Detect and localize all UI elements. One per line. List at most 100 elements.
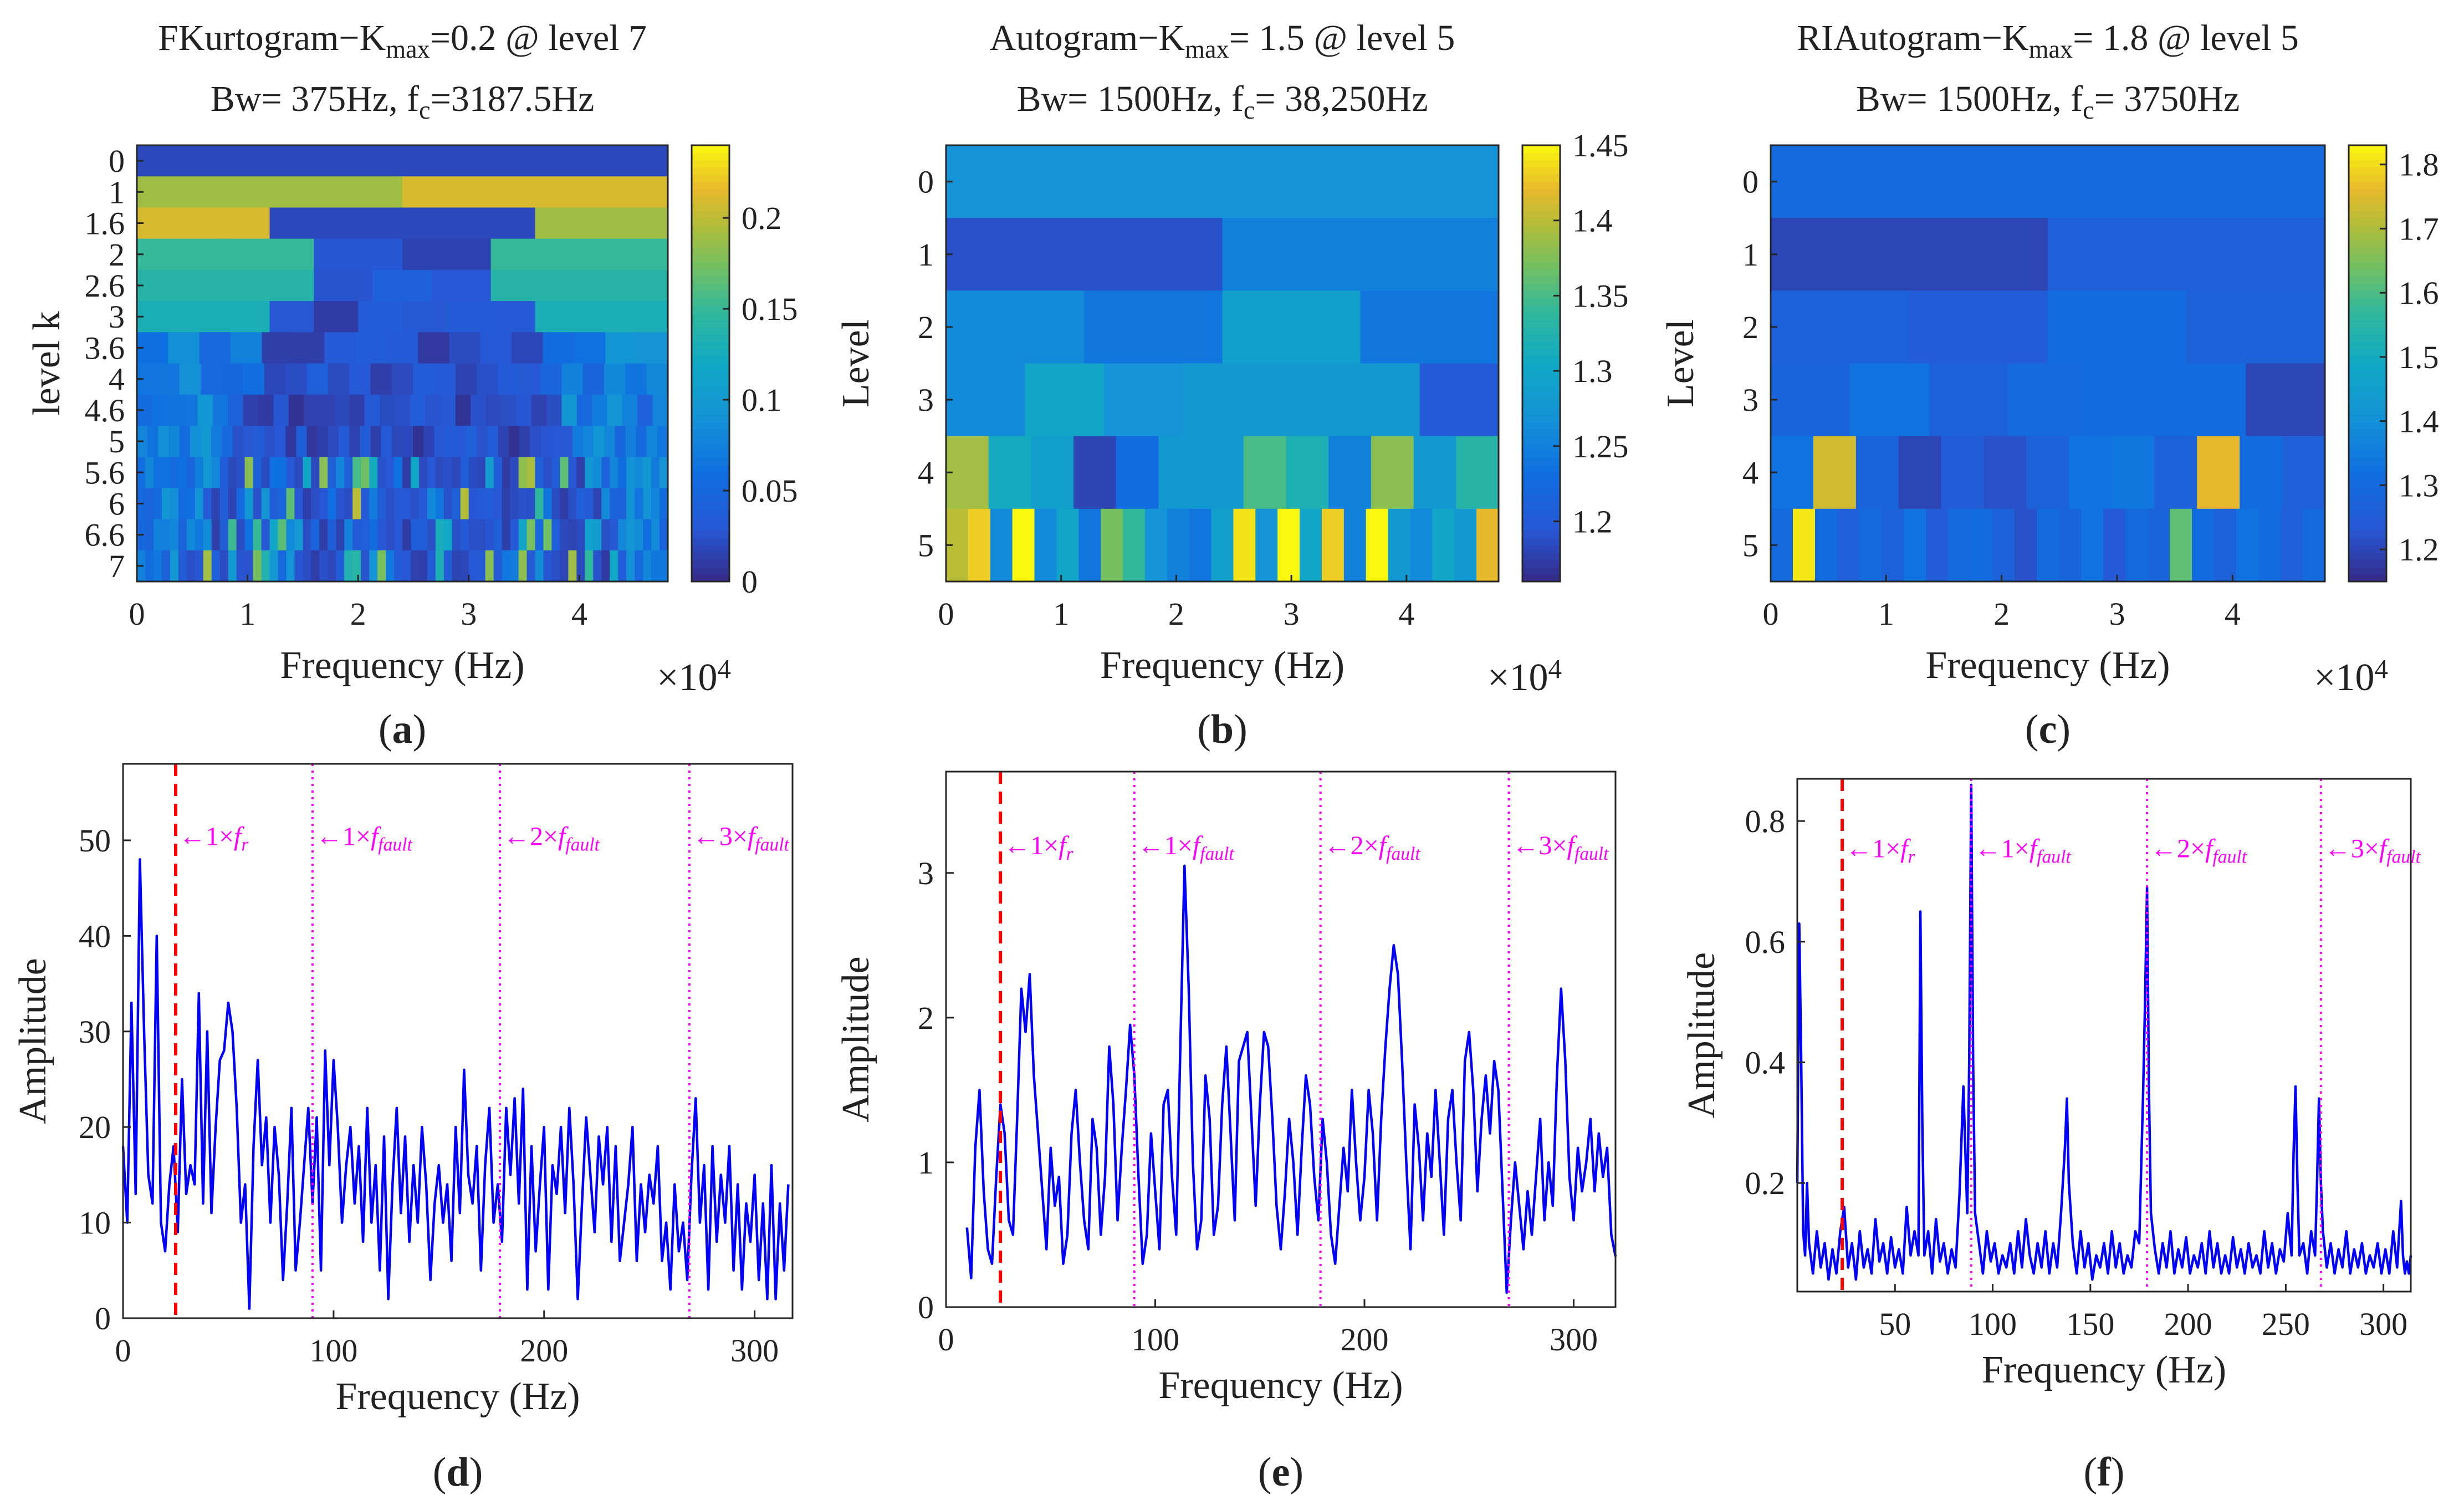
heatmap-cell — [269, 550, 279, 582]
heatmap-cell — [228, 519, 237, 551]
heatmap-cell — [485, 457, 494, 488]
heatmap-cell — [2281, 508, 2303, 582]
heatmap-cell — [306, 425, 318, 457]
colorbar-segment — [1522, 203, 1560, 211]
heatmap-cell — [452, 457, 461, 488]
heatmap-cell — [593, 519, 602, 551]
heatmap-cell — [244, 488, 254, 520]
heatmap-cell — [418, 488, 428, 520]
y-tick-label: 1.6 — [85, 206, 125, 242]
heatmap-cell — [531, 394, 547, 426]
y-axis-label: level k — [25, 311, 68, 416]
marker-label-subscript: fault — [755, 835, 789, 855]
heatmap-cell — [485, 519, 494, 551]
chart-title: Autogram−Kmax= 1.5 @ level 5 — [990, 18, 1455, 63]
x-tick-label: 2 — [1993, 596, 2010, 632]
y-axis-label: Amplitude — [835, 956, 877, 1122]
heatmap-cell — [1898, 436, 1942, 509]
x-tick-label: 2 — [1168, 596, 1184, 632]
heatmap-cell — [236, 519, 246, 551]
heatmap-cell — [361, 519, 370, 551]
colorbar-segment — [1522, 574, 1560, 582]
heatmap-cell — [145, 488, 154, 520]
y-tick-label: 50 — [79, 823, 111, 859]
heatmap-cell — [181, 301, 226, 333]
heatmap-cell — [427, 457, 436, 488]
panel-label: (a) — [379, 707, 426, 752]
colorbar-segment — [692, 203, 729, 211]
panel-letter: e — [1272, 1450, 1290, 1495]
heatmap-cell — [314, 301, 359, 333]
heatmap-cell — [585, 550, 594, 582]
heatmap-cell — [585, 488, 594, 520]
heatmap-cell — [618, 519, 627, 551]
colorbar-tick-label: 1.3 — [1572, 353, 1613, 389]
heatmap-cell — [178, 550, 187, 582]
heatmap-cell — [211, 519, 221, 551]
heatmap-cell — [352, 488, 361, 520]
heatmap-cell — [344, 488, 353, 520]
colorbar-segment — [2349, 530, 2386, 539]
x-tick-label: 200 — [1341, 1322, 1389, 1358]
heatmap-cell — [222, 363, 244, 395]
heatmap-cell — [303, 550, 311, 582]
colorbar-tick-label: 1.8 — [2399, 147, 2439, 183]
heatmap-cell — [377, 457, 386, 488]
x-tick-label: 0 — [938, 1322, 954, 1358]
heatmap-cell — [203, 457, 212, 488]
heatmap-cell — [2026, 436, 2070, 509]
colorbar-tick-label: 1.3 — [2399, 467, 2439, 503]
heatmap-cell — [261, 488, 270, 520]
colorbar-segment — [1522, 443, 1560, 451]
x-tick-label: 300 — [1550, 1322, 1598, 1358]
heatmap-cell — [1771, 363, 1850, 437]
y-tick-label: 0 — [1742, 164, 1758, 200]
heatmap-cell — [147, 425, 159, 457]
heatmap-cell — [477, 488, 486, 520]
heatmap-cell — [651, 457, 660, 488]
y-tick-label: 0 — [109, 143, 125, 179]
title-main: Autogram−K — [990, 18, 1185, 58]
colorbar-segment — [2349, 574, 2386, 582]
heatmap-cell — [493, 519, 503, 551]
heatmap-cell — [968, 508, 991, 582]
heatmap-cell — [269, 519, 279, 551]
heatmap-cell — [296, 425, 308, 457]
heatmap-cell — [543, 550, 553, 582]
heatmap-cell — [314, 269, 374, 302]
plot-background — [123, 764, 793, 1318]
heatmap-cell — [386, 550, 395, 582]
colorbar-segment — [1522, 211, 1560, 218]
colorbar-segment — [1522, 254, 1560, 262]
heatmap-cell — [610, 550, 618, 582]
colorbar-segment — [692, 574, 729, 582]
colorbar-segment — [692, 377, 729, 386]
heatmap-cell — [1183, 363, 1262, 437]
heatmap-cell — [261, 457, 270, 488]
heatmap-cell — [455, 363, 477, 395]
colorbar-segment — [2349, 203, 2386, 211]
heatmap-cell — [543, 519, 553, 551]
colorbar-segment — [692, 487, 729, 495]
heatmap-cell — [1941, 436, 1985, 509]
x-tick-label: 4 — [2225, 596, 2241, 632]
heatmap-cell — [946, 290, 1085, 364]
heatmap-cell — [1837, 508, 1860, 582]
colorbar-segment — [2349, 400, 2386, 407]
heatmap-cell — [319, 488, 328, 520]
heatmap-cell — [660, 519, 668, 551]
heatmap-cell — [593, 550, 602, 582]
colorbar-segment — [1522, 487, 1560, 495]
colorbar-segment — [2349, 196, 2386, 204]
colorbar-segment — [2349, 487, 2386, 495]
colorbar-segment — [692, 465, 729, 473]
heatmap-cell — [153, 550, 162, 582]
heatmap-cell — [508, 425, 520, 457]
heatmap-cell — [443, 457, 453, 488]
heatmap-cell — [294, 488, 303, 520]
heatmap-cell — [643, 550, 652, 582]
heatmap-cell — [1321, 508, 1345, 582]
x-multiplier-label: ×104 — [2314, 654, 2388, 699]
heatmap-cell — [2148, 508, 2170, 582]
